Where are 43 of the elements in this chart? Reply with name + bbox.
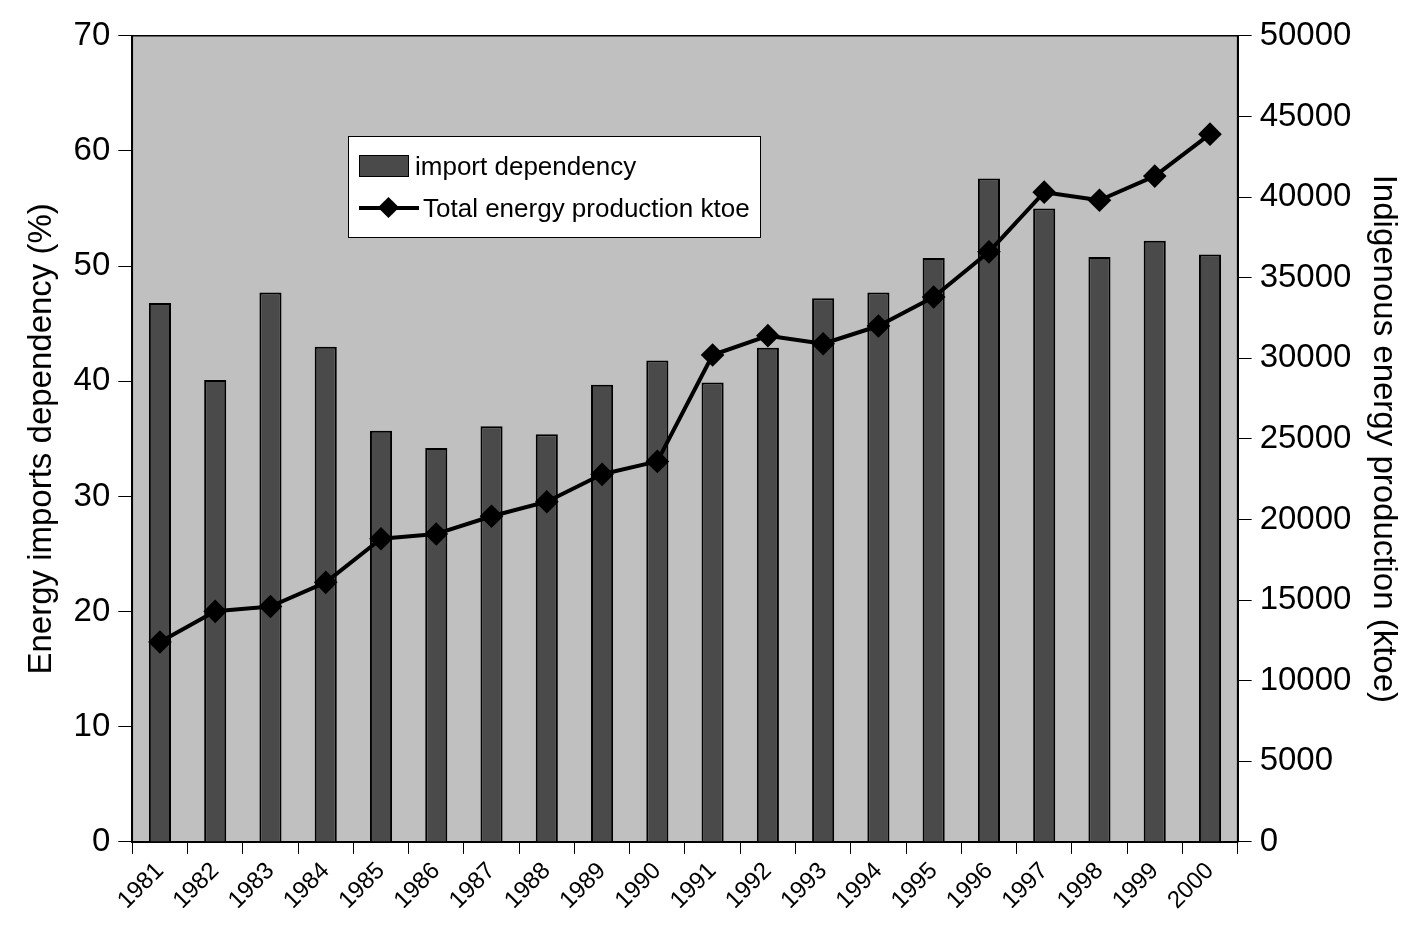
y2-tick-label: 25000 <box>1259 417 1352 455</box>
y-tick-label: 20 <box>73 590 111 628</box>
point <box>922 285 945 308</box>
point <box>314 571 337 594</box>
point <box>977 240 1000 263</box>
point <box>1143 165 1166 188</box>
y-tick-label: 50 <box>73 245 111 283</box>
point <box>370 527 393 550</box>
y2-tick-label: 0 <box>1259 820 1278 858</box>
legend-label: Total energy production ktoe <box>423 192 750 224</box>
point <box>259 595 282 618</box>
y2-tick-label: 5000 <box>1259 740 1334 778</box>
y2-tick-label: 40000 <box>1259 176 1352 214</box>
point <box>646 450 669 473</box>
y-tick-label: 40 <box>73 360 111 398</box>
point <box>591 463 614 486</box>
point <box>867 314 890 337</box>
y-tick-label: 0 <box>91 820 111 858</box>
point <box>535 490 558 513</box>
point <box>812 332 835 355</box>
y2-tick-label: 50000 <box>1259 14 1352 52</box>
y2-tick-label: 35000 <box>1259 256 1352 294</box>
y2-axis-title: Indigenous energy production (ktoe) <box>1367 174 1405 704</box>
point <box>1199 123 1221 146</box>
y2-tick-label: 30000 <box>1259 337 1352 375</box>
y2-tick-label: 15000 <box>1259 579 1352 617</box>
point <box>1033 181 1056 204</box>
point <box>148 630 171 653</box>
y-tick-label: 10 <box>73 705 111 743</box>
y-tick-label: 30 <box>73 475 111 513</box>
point <box>1088 189 1111 212</box>
point <box>425 522 448 545</box>
point <box>204 600 227 623</box>
y2-tick-label: 10000 <box>1259 659 1352 697</box>
point <box>701 344 724 367</box>
legend-label: import dependency <box>415 150 637 182</box>
point <box>756 324 779 347</box>
y-tick-label: 60 <box>73 130 111 168</box>
y-tick-label: 70 <box>73 14 111 52</box>
y2-tick-label: 20000 <box>1259 498 1352 536</box>
y-axis-title: Energy imports dependency (%) <box>20 203 58 675</box>
point <box>480 505 503 528</box>
y2-tick-label: 45000 <box>1259 95 1352 133</box>
